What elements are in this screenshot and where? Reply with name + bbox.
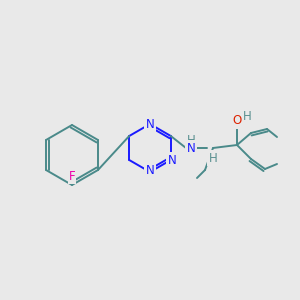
- Text: N: N: [187, 142, 195, 154]
- Text: H: H: [187, 134, 195, 146]
- Text: N: N: [146, 118, 154, 131]
- Text: H: H: [208, 152, 217, 164]
- Text: O: O: [232, 115, 242, 128]
- Text: N: N: [146, 164, 154, 178]
- Text: F: F: [69, 169, 75, 182]
- Text: H: H: [243, 110, 251, 124]
- Text: N: N: [167, 154, 176, 166]
